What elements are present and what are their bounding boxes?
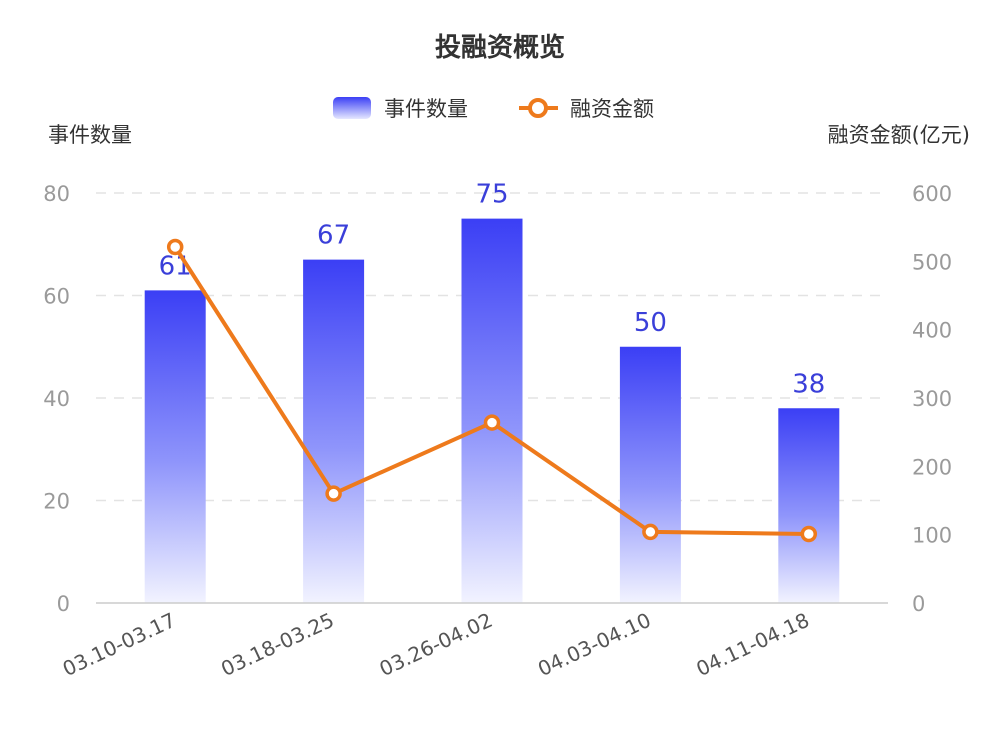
- line-point: [325, 485, 342, 502]
- bar: [778, 408, 840, 603]
- y-left-tick-label: 60: [43, 285, 70, 309]
- y-right-tick-label: 300: [912, 387, 952, 411]
- bar: [461, 218, 523, 603]
- x-category-label: 04.03-04.10: [534, 608, 654, 681]
- y-left-tick-label: 80: [43, 182, 70, 206]
- y-right-tick-label: 200: [912, 455, 952, 479]
- y-right-tick-label: 0: [912, 592, 925, 616]
- bar-value-label: 50: [634, 308, 667, 338]
- y-left-tick-label: 20: [43, 490, 70, 514]
- legend-label-line: 融资金额: [570, 97, 654, 121]
- line-point: [483, 414, 501, 431]
- line-point: [800, 525, 818, 543]
- x-category-label: 03.10-03.17: [59, 608, 179, 681]
- bar-value-label: 67: [317, 221, 350, 251]
- x-axis-categories: 03.10-03.17 03.18-03.25 03.26-04.02 04.03-0…: [59, 608, 813, 681]
- line-point: [166, 238, 184, 256]
- y-left-tick-label: 0: [57, 592, 70, 616]
- legend-label-bar: 事件数量: [384, 97, 468, 121]
- y-left-axis-name: 事件数量: [48, 123, 132, 147]
- x-category-label: 04.11-04.18: [692, 608, 812, 681]
- bar: [144, 290, 206, 603]
- chart-title: 投融资概览: [435, 33, 565, 63]
- bar: [619, 346, 681, 603]
- x-category-label: 03.26-04.02: [376, 608, 496, 681]
- bars: [144, 218, 840, 603]
- y-right-axis-name: 融资金额(亿元): [828, 123, 970, 147]
- y-right-tick-label: 600: [912, 182, 952, 206]
- legend-swatch-line-marker: [528, 98, 548, 118]
- y-right-ticks: 0 100 200 300 400 500 600: [912, 182, 952, 616]
- y-right-tick-label: 100: [912, 524, 952, 548]
- legend-swatch-bar: [333, 97, 371, 119]
- bar-value-label: 75: [475, 180, 508, 210]
- bar-value-label: 38: [792, 369, 825, 399]
- line-point: [642, 523, 659, 541]
- y-left-ticks: 0 20 40 60 80: [43, 182, 70, 616]
- financing-line: [166, 238, 818, 543]
- x-category-label: 03.18-03.25: [217, 608, 337, 681]
- legend: 事件数量 融资金额: [333, 97, 654, 121]
- y-right-tick-label: 400: [912, 319, 952, 343]
- bar: [303, 259, 365, 603]
- y-right-tick-label: 500: [912, 250, 952, 274]
- y-left-tick-label: 40: [43, 387, 70, 411]
